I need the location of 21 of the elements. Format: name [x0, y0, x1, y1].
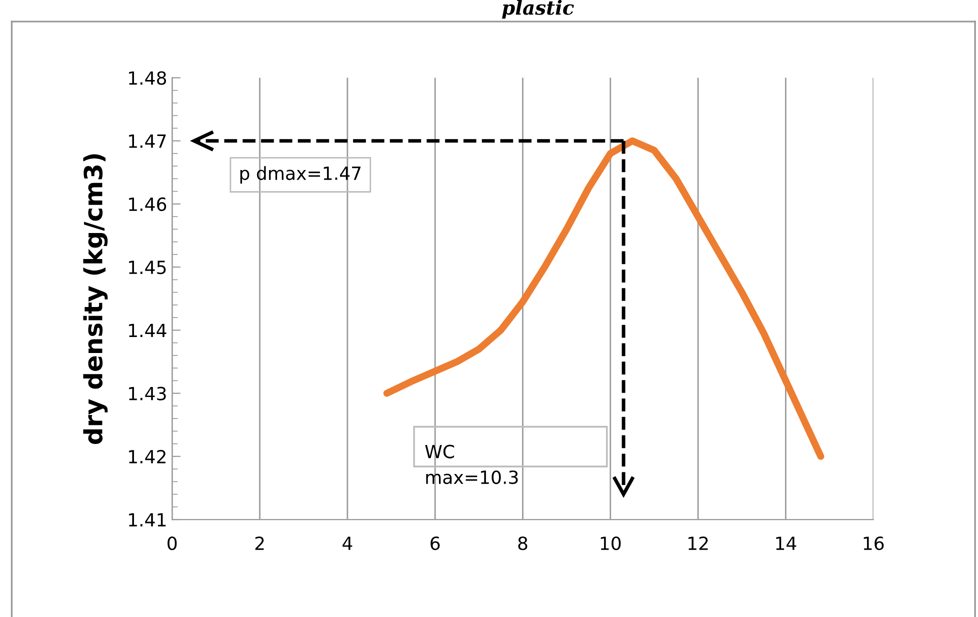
x-tick-label: 8: [518, 536, 528, 550]
annotation: WC max=10.3: [425, 444, 518, 484]
x-tick-label: 0: [168, 536, 177, 550]
y-tick-label: 1.48: [129, 71, 166, 85]
y-tick-label: 1.44: [129, 324, 166, 338]
y-tick-label: 1.47: [129, 134, 166, 148]
x-tick-label: 10: [600, 536, 621, 550]
y-tick-label: 1.43: [129, 386, 166, 400]
x-tick-label: 2: [255, 536, 264, 550]
y-tick-label: 1.41: [129, 513, 166, 526]
x-tick-label: 12: [688, 536, 708, 550]
annotation: p dmax=1.47: [240, 166, 361, 184]
x-tick-label: 6: [430, 536, 440, 550]
chart-title: plastic: [502, 0, 574, 19]
x-tick-label: 4: [342, 536, 352, 550]
y-axis-title: dry density (kg/cm3): [83, 154, 108, 444]
y-tick-label: 1.46: [129, 197, 166, 212]
y-tick-label: 1.42: [129, 450, 166, 464]
x-tick-label: 16: [864, 536, 884, 550]
y-tick-label: 1.45: [129, 260, 166, 274]
x-tick-label: 14: [776, 536, 796, 550]
